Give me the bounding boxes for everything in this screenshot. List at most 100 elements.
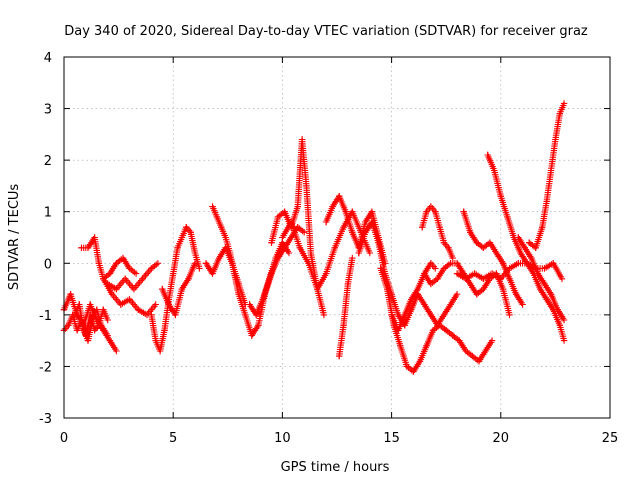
data-point-marker — [336, 352, 343, 360]
data-point-marker — [436, 224, 443, 231]
data-point-marker — [73, 327, 81, 334]
series-track-4 — [71, 301, 111, 344]
y-tick-label: 4 — [44, 51, 52, 66]
data-point-marker — [462, 275, 470, 282]
data-point-marker — [174, 244, 181, 251]
data-point-marker — [178, 234, 186, 241]
series-track-21 — [460, 208, 526, 308]
data-point-marker — [550, 260, 557, 267]
data-point-marker — [246, 301, 253, 308]
data-point-marker — [104, 332, 111, 339]
data-point-marker — [554, 306, 561, 313]
data-point-marker — [113, 285, 120, 293]
data-point-marker — [453, 270, 461, 277]
data-point-marker — [100, 275, 107, 282]
axes: 0 5 10 15 20 25 -3 -2 -1 0 1 2 3 4 — [39, 51, 618, 446]
data-point-marker — [497, 275, 504, 282]
data-point-marker — [76, 301, 83, 308]
data-point-marker — [486, 239, 494, 246]
data-point-marker — [532, 244, 539, 251]
data-point-marker — [416, 358, 424, 365]
series-track-3 — [78, 234, 140, 282]
y-axis-label: SDTVAR / TECUs — [7, 184, 22, 291]
data-point-marker — [84, 244, 92, 251]
series-track-6 — [100, 275, 159, 319]
series-track — [460, 208, 525, 306]
data-point-marker — [152, 337, 159, 344]
series-track-18 — [388, 260, 439, 334]
data-point-marker — [515, 260, 522, 267]
data-point-marker — [460, 208, 467, 215]
y-tick-label: 1 — [44, 206, 52, 221]
data-point-marker — [253, 311, 260, 319]
data-point-marker — [515, 234, 522, 241]
data-point-marker — [87, 301, 94, 308]
data-point-marker — [440, 239, 448, 246]
series-track — [388, 260, 437, 334]
data-point-marker — [504, 213, 511, 221]
data-point-marker — [541, 280, 548, 288]
data-point-marker — [268, 239, 275, 246]
data-point-marker — [526, 239, 533, 246]
data-point-marker — [349, 254, 356, 262]
data-point-marker — [349, 229, 356, 236]
data-point-marker — [285, 249, 293, 257]
plot-frame — [63, 56, 611, 419]
data-point-marker — [362, 229, 369, 236]
data-point-marker — [89, 316, 96, 324]
data-point-marker — [560, 337, 568, 344]
data-point-marker — [215, 254, 223, 262]
data-point-marker — [547, 167, 555, 174]
data-point-marker — [307, 249, 314, 257]
data-point-marker — [279, 234, 286, 241]
data-point-marker — [453, 291, 461, 298]
data-point-marker — [67, 291, 74, 298]
series-track-22 — [453, 260, 566, 282]
data-point-marker — [423, 342, 430, 349]
data-point-marker — [301, 229, 308, 236]
data-point-marker — [447, 301, 454, 308]
series-track-23 — [484, 151, 568, 344]
data-point-marker — [287, 218, 295, 226]
series-track-8 — [159, 260, 199, 319]
data-point-marker — [410, 368, 417, 375]
data-point-marker — [534, 270, 542, 277]
data-point-marker — [432, 208, 439, 215]
data-point-marker — [440, 311, 448, 319]
data-point-marker — [119, 254, 127, 262]
series-track-19 — [419, 203, 456, 262]
data-point-marker — [218, 224, 225, 231]
data-point-marker — [259, 296, 266, 303]
data-point-marker — [368, 218, 376, 226]
data-point-marker — [148, 265, 155, 272]
data-point-marker — [314, 285, 321, 293]
data-point-marker — [202, 260, 210, 267]
series-track — [336, 257, 356, 360]
y-tick-label: 0 — [44, 257, 52, 272]
data-point-marker — [159, 285, 166, 293]
data-point-marker — [469, 352, 476, 360]
data-point-marker — [178, 285, 186, 293]
data-point-marker — [329, 203, 336, 210]
data-point-marker — [91, 234, 98, 241]
x-tick-label: 25 — [602, 431, 619, 446]
data-point-marker — [100, 306, 107, 313]
data-point-marker — [71, 311, 79, 319]
data-point-marker — [122, 275, 129, 282]
data-point-marker — [135, 306, 142, 313]
data-point-marker — [543, 198, 550, 205]
data-point-marker — [397, 342, 404, 349]
data-point-marker — [170, 270, 177, 277]
data-point-marker — [484, 151, 491, 159]
data-point-marker — [375, 239, 382, 246]
data-point-marker — [209, 270, 216, 277]
series-track-15 — [336, 254, 356, 360]
data-point-marker — [349, 208, 356, 215]
data-point-marker — [447, 260, 454, 267]
data-point-marker — [187, 229, 194, 236]
data-point-marker — [296, 244, 304, 251]
data-point-marker — [421, 270, 428, 277]
y-tick-label: -3 — [39, 412, 52, 427]
data-point-marker — [95, 260, 103, 267]
